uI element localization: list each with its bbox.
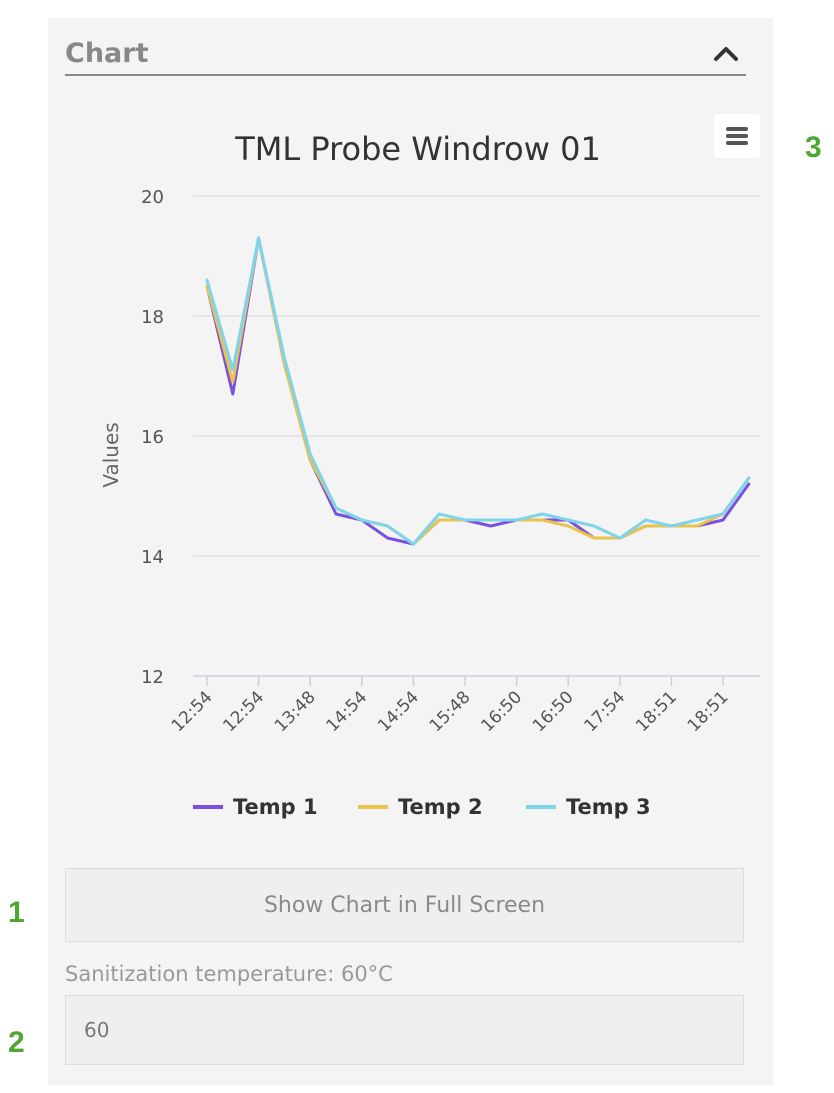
x-tick-label: 18:51 <box>684 687 733 736</box>
series-line-temp-3[interactable] <box>205 236 751 546</box>
sanitization-temperature-input[interactable] <box>65 995 744 1065</box>
chart-menu-button[interactable] <box>714 114 760 158</box>
sanitization-label: Sanitization temperature: 60°C <box>65 962 393 986</box>
panel-header[interactable]: Chart <box>65 38 746 76</box>
annotation-marker-1: 1 <box>8 896 25 929</box>
x-tick-label: 16:50 <box>529 687 578 736</box>
x-tick-label: 15:48 <box>426 687 475 736</box>
chevron-up-icon[interactable] <box>712 42 740 64</box>
x-tick-label: 14:54 <box>323 687 372 736</box>
x-tick-label: 12:54 <box>219 687 268 736</box>
series-line-temp-1[interactable] <box>205 236 751 546</box>
legend-label: Temp 2 <box>398 795 483 819</box>
legend-label: Temp 3 <box>566 795 651 819</box>
line-chart: TML Probe Windrow 01 12 14 16 18 20 12:54 12:… <box>99 130 760 819</box>
y-tick-label: 20 <box>141 187 164 208</box>
y-tick-label: 12 <box>141 667 164 688</box>
x-tick-label: 16:50 <box>477 687 526 736</box>
panel-title: Chart <box>65 38 149 69</box>
x-tick-label: 14:54 <box>374 687 423 736</box>
annotation-marker-2: 2 <box>8 1026 25 1059</box>
hamburger-menu-icon <box>726 127 748 145</box>
show-fullscreen-button[interactable]: Show Chart in Full Screen <box>65 868 744 942</box>
legend-label: Temp 1 <box>233 795 318 819</box>
x-tick-label: 13:48 <box>271 687 320 736</box>
chart-panel: Chart TML Probe Windrow 01 12 14 16 18 20 12… <box>48 18 773 1085</box>
y-tick-label: 16 <box>141 427 164 448</box>
y-tick-label: 18 <box>141 307 164 328</box>
legend-item-temp-3[interactable]: Temp 3 <box>526 795 651 819</box>
x-tick-label: 18:51 <box>632 687 681 736</box>
x-tick-label: 17:54 <box>581 687 630 736</box>
y-tick-label: 14 <box>141 547 164 568</box>
y-axis-label: Values <box>99 422 123 487</box>
x-tick-label: 12:54 <box>168 687 217 736</box>
annotation-marker-3: 3 <box>805 131 822 164</box>
series-line-temp-2[interactable] <box>205 236 751 546</box>
chart-title: TML Probe Windrow 01 <box>234 130 601 168</box>
legend-item-temp-2[interactable]: Temp 2 <box>358 795 483 819</box>
legend-item-temp-1[interactable]: Temp 1 <box>193 795 318 819</box>
